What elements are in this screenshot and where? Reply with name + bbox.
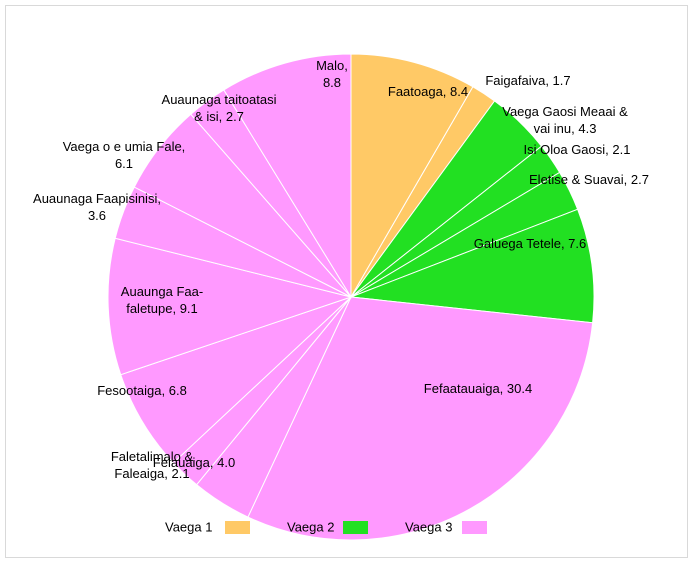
label-line: Auaunga Faa- bbox=[121, 284, 203, 299]
label-line: Auaunaga Faapisinisi, bbox=[33, 191, 161, 206]
data-label: Vaega Gaosi Meaai & vai inu, 4.3 bbox=[502, 104, 628, 136]
data-label: Auaunaga taitoatasi & isi, 2.7 bbox=[162, 92, 277, 124]
data-label: Faletalimalo & Faleaiga, 2.1 bbox=[111, 449, 194, 481]
label-line: vai inu, 4.3 bbox=[534, 121, 597, 136]
data-label: Malo, 8.8 bbox=[316, 58, 348, 90]
data-label: Felauaiga, 4.0 bbox=[153, 455, 235, 470]
label-line: Faletalimalo & bbox=[111, 449, 194, 464]
pie-slice bbox=[350, 208, 595, 324]
pie-slice bbox=[247, 296, 594, 541]
label-line: Vaega Gaosi Meaai & bbox=[502, 104, 628, 119]
label-line: Eletise & Suavai, 2.7 bbox=[529, 172, 649, 187]
legend-swatch bbox=[225, 521, 250, 534]
label-line: Malo, bbox=[316, 58, 348, 73]
label-line: 3.6 bbox=[88, 208, 106, 223]
pie-slice bbox=[223, 53, 352, 299]
legend-swatch bbox=[343, 521, 368, 534]
label-line: Galuega Tetele, 7.6 bbox=[474, 236, 587, 251]
pie-slice bbox=[107, 237, 353, 376]
label-line: 6.1 bbox=[115, 156, 133, 171]
data-label: Faigafaiva, 1.7 bbox=[485, 73, 570, 88]
data-label: Auaunaga Faapisinisi, 3.6 bbox=[33, 191, 161, 223]
data-label: Isi Oloa Gaosi, 2.1 bbox=[524, 142, 631, 157]
legend-label: Vaega 2 bbox=[287, 519, 334, 534]
data-label: Eletise & Suavai, 2.7 bbox=[529, 172, 649, 187]
legend-label: Vaega 1 bbox=[165, 519, 212, 534]
data-label: Fesootaiga, 6.8 bbox=[97, 383, 187, 398]
label-line: Fefaatauaiga, 30.4 bbox=[424, 381, 532, 396]
label-line: Auaunaga taitoatasi bbox=[162, 92, 277, 107]
label-line: Fesootaiga, 6.8 bbox=[97, 383, 187, 398]
legend-swatch bbox=[462, 521, 487, 534]
data-label: Auaunga Faa-faletupe, 9.1 bbox=[121, 284, 203, 316]
label-line: 8.8 bbox=[323, 75, 341, 90]
label-line: Felauaiga, 4.0 bbox=[153, 455, 235, 470]
label-line: Vaega o e umia Fale, bbox=[63, 139, 186, 154]
label-line: Faatoaga, 8.4 bbox=[388, 84, 468, 99]
label-line: Faigafaiva, 1.7 bbox=[485, 73, 570, 88]
label-line: & isi, 2.7 bbox=[194, 109, 244, 124]
pie-slice bbox=[350, 53, 474, 299]
data-label: Fefaatauaiga, 30.4 bbox=[424, 381, 532, 396]
data-label: Faatoaga, 8.4 bbox=[388, 84, 468, 99]
label-line: Isi Oloa Gaosi, 2.1 bbox=[524, 142, 631, 157]
data-label: Vaega o e umia Fale, 6.1 bbox=[63, 139, 186, 171]
legend-label: Vaega 3 bbox=[405, 519, 452, 534]
data-label: Galuega Tetele, 7.6 bbox=[474, 236, 587, 251]
label-line: faletupe, 9.1 bbox=[126, 301, 198, 316]
label-line: Faleaiga, 2.1 bbox=[114, 466, 189, 481]
